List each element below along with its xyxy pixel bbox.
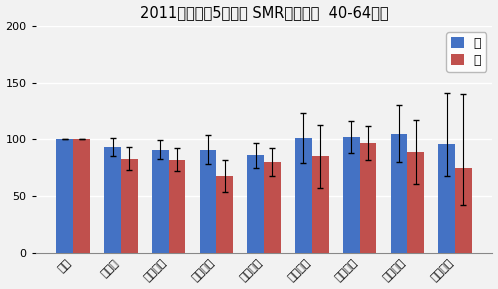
Bar <box>295 138 312 253</box>
Bar <box>264 162 281 253</box>
Bar <box>200 149 216 253</box>
Bar <box>312 156 329 253</box>
Legend: 男, 女: 男, 女 <box>446 32 486 72</box>
Title: 2011年中心の5年平均 SMR（全死因  40-64歳）: 2011年中心の5年平均 SMR（全死因 40-64歳） <box>140 5 388 21</box>
Bar <box>455 168 472 253</box>
Bar <box>407 152 424 253</box>
Bar <box>169 160 185 253</box>
Bar <box>73 139 90 253</box>
Bar <box>152 149 169 253</box>
Bar <box>216 176 233 253</box>
Bar <box>360 143 376 253</box>
Bar <box>248 155 264 253</box>
Bar <box>390 134 407 253</box>
Bar <box>104 147 121 253</box>
Bar <box>438 144 455 253</box>
Bar <box>56 139 73 253</box>
Bar <box>121 159 137 253</box>
Bar <box>343 137 360 253</box>
